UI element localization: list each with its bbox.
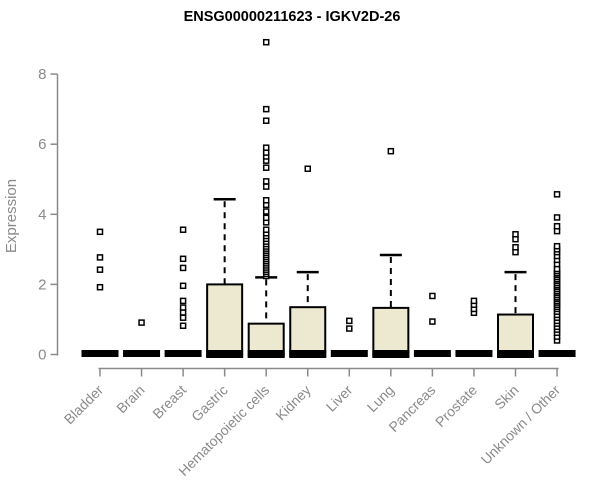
outlier-point-unknown-other [553,191,561,198]
x-tick-label-brain: Brain [113,382,147,416]
median-bar-breast [164,350,202,357]
x-tick-label-breast: Breast [149,382,189,422]
median-bar-liver [330,350,368,357]
median-bar-pancreas [413,350,451,357]
median-bar-kidney [289,350,327,357]
outlier-point-pancreas [429,292,436,300]
outlier-point-breast [179,282,187,290]
median-bar-unknown-other [538,350,576,357]
outlier-point-brain [138,319,145,326]
outlier-point-kidney [304,165,311,172]
outlier-point-unknown-other [553,214,561,221]
outlier-point-bladder [96,266,104,273]
y-tick-label-4: 4 [38,206,46,223]
y-tick-label-0: 0 [38,347,46,364]
x-tick-label-prostate: Prostate [432,382,480,430]
box-gastric [206,283,244,358]
outlier-point-hematopoietic-cells [262,183,270,190]
x-tick-label-kidney: Kidney [272,382,314,424]
y-tick-label-2: 2 [38,276,46,293]
x-tick-label-bladder: Bladder [61,382,107,428]
outlier-point-breast [179,255,187,263]
outlier-point-hematopoietic-cells [262,178,270,185]
median-bar-skin [497,350,534,357]
y-tick-label-8: 8 [38,66,46,83]
outlier-point-unknown-other [553,242,561,250]
outlier-point-hematopoietic-cells [262,226,270,233]
outlier-point-skin [512,243,519,251]
x-tick-label-unknown-other: Unknown / Other [478,382,564,468]
outlier-point-liver [346,325,353,332]
outlier-point-skin [512,231,519,238]
y-axis-label: Expression [3,179,20,253]
outlier-point-lung [387,147,395,155]
outlier-point-hematopoietic-cells [262,105,270,113]
median-bar-gastric [206,350,244,357]
outlier-point-hematopoietic-cells [262,208,270,215]
box-kidney [289,306,327,358]
x-tick-label-liver: Liver [323,382,356,415]
outlier-point-hematopoietic-cells [262,214,270,222]
median-bar-prostate [455,350,493,357]
box-skin [497,313,534,358]
box-lung [372,306,410,359]
outlier-point-hematopoietic-cells [262,38,270,46]
outlier-point-breast [179,304,187,311]
outlier-point-prostate [470,297,478,305]
median-bar-brain [123,350,161,357]
outlier-point-liver [346,317,353,325]
outlier-point-breast [179,264,187,272]
x-tick-label-skin: Skin [491,382,522,413]
outlier-point-hematopoietic-cells [262,117,270,124]
x-tick-label-lung: Lung [364,382,397,415]
median-bar-bladder [81,350,119,357]
median-bar-hematopoietic-cells [247,350,285,357]
y-tick-label-6: 6 [38,136,46,153]
outlier-point-bladder [96,228,104,236]
outlier-point-breast [179,226,187,233]
outlier-point-bladder [96,254,104,261]
chart-title: ENSG00000211623 - IGKV2D-26 [184,9,401,25]
outlier-point-bladder [96,283,104,291]
outlier-point-hematopoietic-cells [262,144,270,151]
outlier-point-hematopoietic-cells [262,164,270,171]
outlier-point-pancreas [429,318,436,325]
outlier-point-hematopoietic-cells [262,197,270,204]
outlier-point-breast [179,322,187,330]
outlier-point-breast [179,297,187,305]
outlier-point-unknown-other [553,222,561,230]
outlier-point-breast [179,314,187,321]
median-bar-lung [372,350,410,357]
